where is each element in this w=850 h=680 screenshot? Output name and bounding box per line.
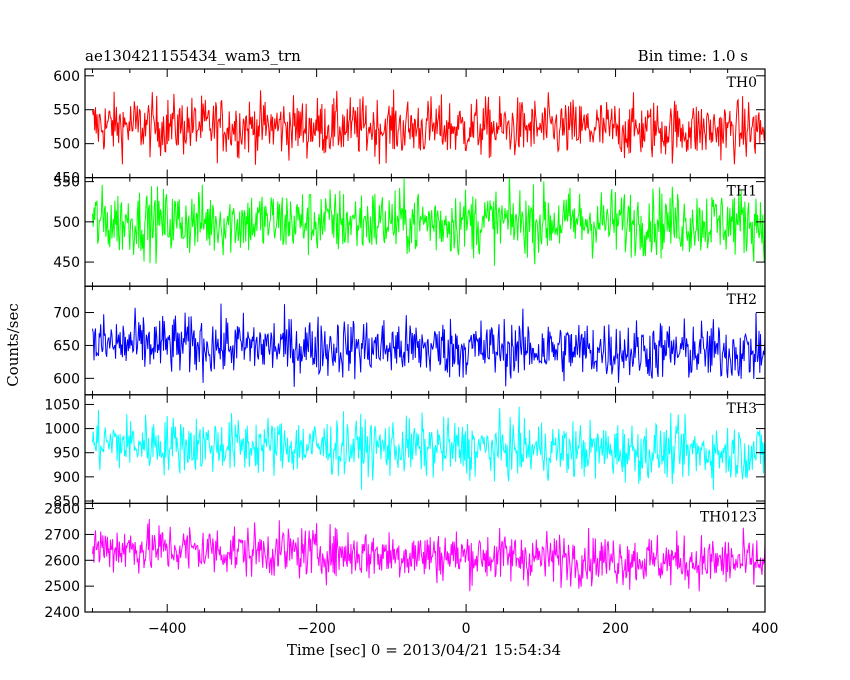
panel-label-th0: TH0 — [727, 75, 757, 91]
y-tick-label: 500 — [53, 215, 80, 231]
y-tick-label: 450 — [53, 255, 80, 271]
series-line-th3 — [92, 406, 765, 491]
y-tick-label: 850 — [53, 494, 80, 510]
panel-frame-th0123 — [84, 502, 766, 613]
x-tick-label: 0 — [462, 621, 471, 637]
panel-label-th1: TH1 — [727, 184, 757, 200]
y-tick-label: 950 — [53, 446, 80, 462]
x-tick-label: −200 — [297, 621, 335, 637]
x-tick-label: −400 — [148, 621, 186, 637]
panel-label-th3: TH3 — [727, 401, 757, 417]
y-tick-label: 500 — [53, 137, 80, 153]
series-line-th1 — [92, 177, 765, 266]
panel-frame-th2 — [84, 285, 766, 396]
y-tick-label: 1050 — [44, 397, 80, 413]
observation-filename: ae130421155434_wam3_trn — [85, 47, 301, 65]
y-tick-label: 600 — [53, 69, 80, 85]
series-line-th0 — [92, 89, 765, 165]
series-line-th2 — [92, 303, 765, 387]
y-axis-label: Counts/sec — [4, 303, 22, 387]
y-tick-label: 2600 — [44, 553, 80, 569]
y-tick-label: 2700 — [44, 527, 80, 543]
x-tick-label: 400 — [752, 621, 779, 637]
y-tick-label: 450 — [53, 171, 80, 187]
y-tick-label: 700 — [53, 306, 80, 322]
bin-time-label: Bin time: 1.0 s — [638, 47, 748, 65]
y-tick-label: 900 — [53, 470, 80, 486]
x-axis-label: Time [sec] 0 = 2013/04/21 15:54:34 — [287, 641, 561, 659]
panel-label-th2: TH2 — [727, 292, 757, 308]
y-tick-label: 2400 — [44, 605, 80, 621]
y-tick-label: 1000 — [44, 422, 80, 438]
y-tick-label: 2800 — [44, 502, 80, 518]
series-line-th0123 — [92, 518, 765, 592]
x-tick-label: 200 — [602, 621, 629, 637]
y-tick-label: 650 — [53, 338, 80, 354]
panel-label-th0123: TH0123 — [700, 509, 757, 525]
panels-group: 450 500 550 600 TH0 450 500 550 TH1 600 650 700 TH2 8… — [44, 68, 779, 637]
y-tick-label: 550 — [53, 175, 80, 191]
y-tick-label: 550 — [53, 103, 80, 119]
y-tick-label: 600 — [53, 371, 80, 387]
y-tick-label: 2500 — [44, 579, 80, 595]
